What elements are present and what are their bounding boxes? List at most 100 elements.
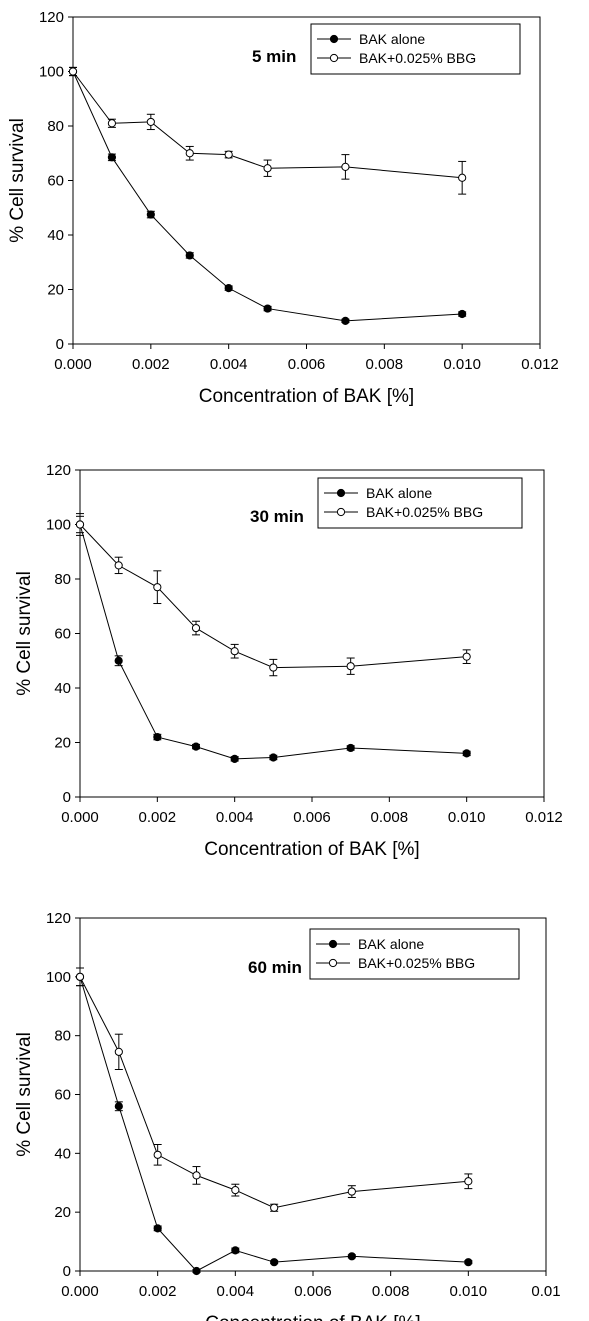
data-point-bak-bbg (114, 1047, 123, 1056)
series-line-bak-bbg (79, 524, 467, 669)
data-point-bak-alone (224, 284, 233, 293)
data-point-bak-alone (114, 1102, 123, 1111)
legend-marker-open (336, 507, 346, 517)
series-line-bak-alone (72, 71, 463, 322)
data-point-bak-alone (346, 743, 355, 753)
y-tick-label: 20 (54, 1204, 71, 1221)
x-tick-label: 0.006 (293, 809, 331, 826)
data-point-bak-bbg (230, 647, 239, 656)
legend-label: BAK alone (366, 485, 432, 501)
legend-marker-filled (328, 939, 338, 949)
legend-box (317, 477, 523, 529)
data-point-bak-alone (462, 749, 471, 758)
y-tick-label: 100 (46, 517, 71, 534)
y-tick-label: 100 (46, 969, 71, 986)
data-point-bak-bbg (107, 119, 117, 128)
data-point-bak-bbg (263, 164, 272, 173)
x-axis-title: Concentration of BAK [%] (205, 1313, 420, 1321)
data-point-bak-alone (464, 1258, 473, 1267)
y-axis-title: % Cell survival (14, 571, 35, 696)
chart-panel-60min: 0 20 40 60 80 100 120 0.000 0.002 0.004 0.006 0.008… (0, 880, 589, 1321)
data-point-bak-bbg (231, 1186, 240, 1195)
legend-label: BAK alone (358, 936, 424, 952)
data-point-bak-bbg (75, 520, 85, 529)
y-tick-label: 80 (54, 1028, 71, 1045)
series-line-bak-bbg (79, 976, 469, 1209)
data-point-bak-alone (114, 656, 123, 665)
data-point-bak-bbg (458, 173, 467, 182)
y-tick-label: 0 (63, 1263, 71, 1280)
series-line-bak-bbg (72, 71, 463, 179)
data-point-bak-bbg (68, 67, 78, 76)
x-tick-label: 0.006 (294, 1283, 332, 1300)
data-point-bak-alone (153, 1224, 162, 1233)
legend-label: BAK+0.025% BBG (359, 50, 476, 66)
y-tick-label: 40 (47, 227, 64, 244)
data-point-bak-bbg (191, 623, 201, 633)
x-tick-label: 0.002 (139, 809, 177, 826)
x-tick-label: 0.000 (54, 356, 92, 373)
data-point-bak-alone (192, 1266, 201, 1276)
y-tick-label: 60 (54, 626, 71, 643)
x-tick-label: 0.008 (371, 809, 409, 826)
legend-box (310, 23, 521, 75)
y-tick-label: 0 (56, 336, 64, 353)
data-point-bak-alone (185, 251, 194, 260)
data-point-bak-bbg (185, 149, 194, 158)
panel-time-label: 5 min (252, 47, 296, 66)
data-point-bak-bbg (462, 652, 471, 661)
legend-marker-filled (336, 488, 346, 498)
chart-svg-30min: 0 20 40 60 80 100 120 0.000 0.002 0.004 0.006 0.008… (14, 462, 563, 860)
x-tick-label: 0.004 (210, 356, 248, 373)
data-point-bak-alone (347, 1252, 356, 1261)
x-tick-label: 0.008 (366, 356, 404, 373)
panel-time-label: 60 min (248, 958, 302, 977)
x-axis-title: Concentration of BAK [%] (204, 839, 419, 860)
series-line-bak-alone (79, 976, 469, 1272)
x-tick-label: 0.01 (531, 1283, 560, 1300)
legend-marker-open (329, 53, 339, 63)
data-point-bak-alone (191, 742, 201, 751)
data-point-bak-bbg (270, 1203, 279, 1212)
x-tick-label: 0.012 (525, 809, 563, 826)
data-point-bak-bbg (269, 663, 278, 672)
legend-label: BAK+0.025% BBG (366, 504, 483, 520)
data-point-bak-alone (270, 1258, 279, 1267)
x-tick-label: 0.012 (521, 356, 559, 373)
y-tick-label: 120 (46, 910, 71, 927)
y-tick-label: 100 (39, 64, 64, 81)
x-tick-label: 0.010 (443, 356, 481, 373)
series-line-bak-alone (79, 524, 467, 760)
data-point-bak-alone (230, 754, 239, 763)
data-point-bak-alone (458, 309, 467, 319)
x-tick-label: 0.004 (216, 809, 254, 826)
y-tick-label: 120 (39, 9, 64, 26)
y-tick-label: 40 (54, 1145, 71, 1162)
legend-box (309, 928, 520, 980)
data-point-bak-bbg (347, 1187, 356, 1196)
x-tick-label: 0.010 (448, 809, 486, 826)
data-point-bak-bbg (192, 1171, 201, 1180)
y-tick-label: 80 (47, 118, 64, 135)
y-tick-label: 120 (46, 462, 71, 479)
data-point-bak-alone (153, 732, 162, 742)
data-point-bak-bbg (153, 583, 162, 592)
chart-svg-5min: 0 20 40 60 80 100 120 0.000 0.002 0.004 0.006 0.008… (7, 9, 559, 407)
x-tick-label: 0.002 (139, 1283, 177, 1300)
data-point-bak-bbg (146, 117, 155, 127)
y-tick-label: 40 (54, 680, 71, 697)
y-tick-label: 20 (47, 282, 64, 299)
y-tick-label: 20 (54, 735, 71, 752)
x-tick-label: 0.000 (61, 1283, 99, 1300)
y-tick-label: 80 (54, 571, 71, 588)
legend-marker-filled (329, 34, 339, 44)
x-tick-label: 0.006 (288, 356, 326, 373)
x-tick-label: 0.008 (372, 1283, 410, 1300)
x-axis-title: Concentration of BAK [%] (199, 386, 414, 407)
data-point-bak-bbg (224, 150, 233, 159)
x-tick-label: 0.000 (61, 809, 99, 826)
data-point-bak-bbg (464, 1177, 473, 1186)
chart-panel-30min: 0 20 40 60 80 100 120 0.000 0.002 0.004 0.006 0.008… (0, 440, 589, 880)
data-point-bak-bbg (346, 662, 355, 671)
x-tick-label: 0.002 (132, 356, 170, 373)
